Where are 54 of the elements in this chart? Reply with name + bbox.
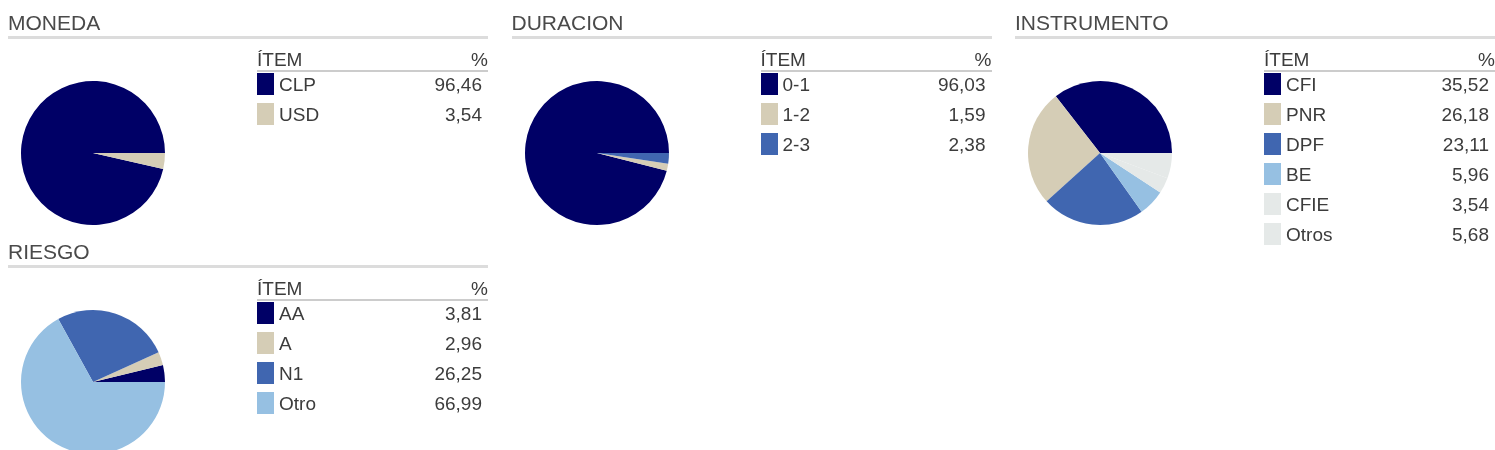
- data-label: 3,81: [445, 303, 482, 324]
- legend-label: BE: [1286, 164, 1312, 185]
- legend-label: CLP: [279, 74, 316, 95]
- data-label: 1,59: [948, 104, 986, 125]
- chart-title: DURACION: [511, 11, 624, 34]
- legend-label: Otros: [1286, 224, 1333, 245]
- pie-slice: [93, 364, 165, 382]
- data-label: 2,38: [948, 134, 986, 155]
- pie-slice: [1046, 153, 1142, 225]
- pie-slice: [524, 81, 669, 225]
- pie-slice: [1100, 153, 1161, 212]
- pie-slice: [1028, 96, 1100, 202]
- legend-label: DPF: [1286, 134, 1324, 155]
- chart-title: RIESGO: [8, 240, 90, 263]
- text: %: [471, 278, 488, 299]
- data-label: 66,99: [434, 393, 482, 414]
- pie-slice: [93, 153, 165, 169]
- pie-slice: [21, 81, 165, 225]
- data-label: 5,96: [1452, 164, 1489, 185]
- legend-label: N1: [279, 363, 304, 384]
- legend-label: USD: [279, 104, 320, 125]
- data-label: 26,25: [434, 363, 482, 384]
- data-label: 5,68: [1452, 224, 1489, 245]
- legend-label: A: [279, 333, 292, 354]
- legend-label: CFI: [1286, 74, 1317, 95]
- data-label: 96,46: [434, 74, 482, 95]
- legend-label: Otro: [279, 393, 316, 414]
- pie-slice: [93, 352, 163, 382]
- pie-slice: [1055, 81, 1172, 153]
- text: %: [471, 49, 488, 70]
- chart-title: INSTRUMENTO: [1015, 11, 1169, 34]
- legend-label: 2-3: [782, 134, 810, 155]
- data-label: 2,96: [445, 333, 482, 354]
- legend-label: 0-1: [782, 74, 810, 95]
- legend-title: ÍTEM: [1264, 49, 1310, 70]
- pie-slice: [58, 310, 159, 382]
- pie-slice: [596, 153, 668, 171]
- legend-title: ÍTEM: [257, 278, 303, 299]
- legend-title: ÍTEM: [760, 49, 806, 70]
- data-label: 96,03: [937, 74, 986, 95]
- data-label: 3,54: [445, 104, 482, 125]
- pie-slice: [1100, 153, 1168, 193]
- text: %: [974, 49, 992, 70]
- legend-label: PNR: [1286, 104, 1327, 125]
- text: %: [1478, 49, 1495, 70]
- data-label: 3,54: [1452, 194, 1489, 215]
- data-label: 35,52: [1441, 74, 1489, 95]
- chart-title: MONEDA: [8, 11, 101, 34]
- legend-title: ÍTEM: [257, 49, 303, 70]
- legend-label: CFIE: [1286, 194, 1330, 215]
- legend-label: AA: [279, 303, 305, 324]
- legend-label: 1-2: [782, 104, 810, 125]
- data-label: 26,18: [1441, 104, 1489, 125]
- data-label: 23,11: [1442, 134, 1489, 155]
